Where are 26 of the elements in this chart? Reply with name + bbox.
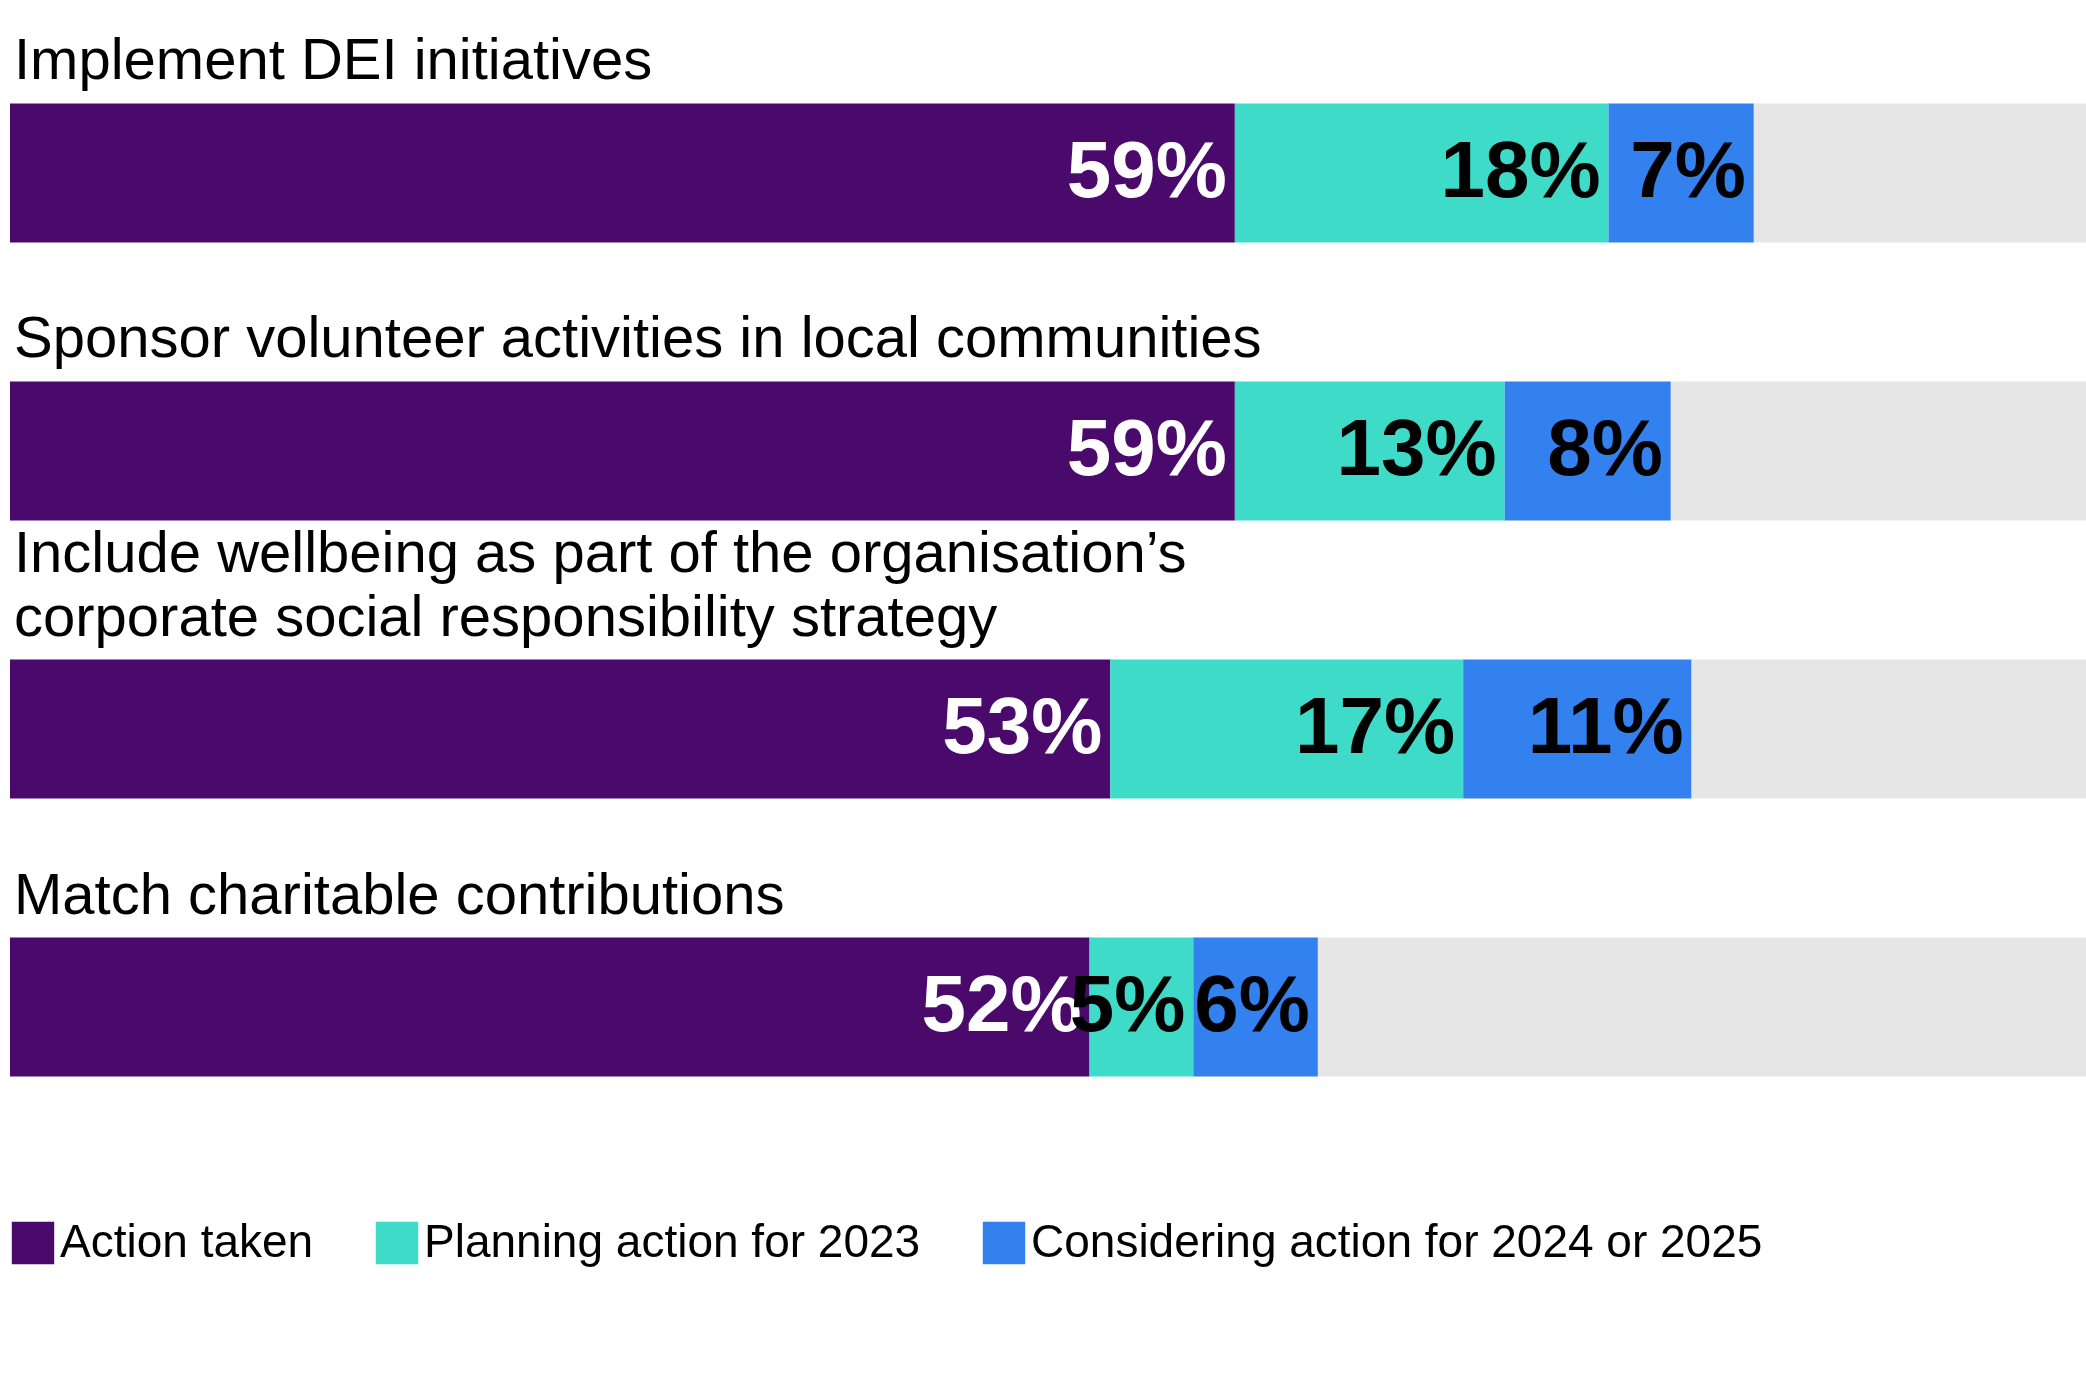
bar [10, 659, 1111, 799]
data-label: 13% [1336, 402, 1497, 492]
y-tick-label: Match charitable contributions [14, 860, 785, 926]
data-label: 7% [1630, 124, 1746, 214]
y-tick-label: Implement DEI initiatives [14, 26, 653, 92]
bar [1317, 937, 2086, 1077]
data-label: 18% [1440, 124, 1601, 214]
bar [10, 103, 1235, 243]
bar [1234, 103, 1609, 243]
bar [1753, 103, 2086, 243]
legend-label: Considering action for 2024 or 2025 [1031, 1215, 1763, 1267]
data-label: 17% [1295, 681, 1456, 771]
legend-label: Action taken [60, 1215, 314, 1267]
data-label: 11% [1527, 681, 1684, 771]
bar [1670, 381, 2086, 521]
bar [1691, 659, 2086, 799]
data-label: 53% [942, 681, 1103, 771]
data-label: 8% [1547, 402, 1663, 492]
data-label: 6% [1194, 959, 1310, 1049]
data-label: 59% [1066, 124, 1227, 214]
y-tick-label: Include wellbeing as part of the organisation’s corporate social responsibility strategy [14, 518, 1187, 648]
y-tick-label: Sponsor volunteer activities in local communities [14, 304, 1262, 370]
bar [1110, 659, 1464, 799]
bar [10, 381, 1235, 521]
data-label: 59% [1066, 402, 1227, 492]
legend-label: Planning action for 2023 [424, 1215, 921, 1267]
